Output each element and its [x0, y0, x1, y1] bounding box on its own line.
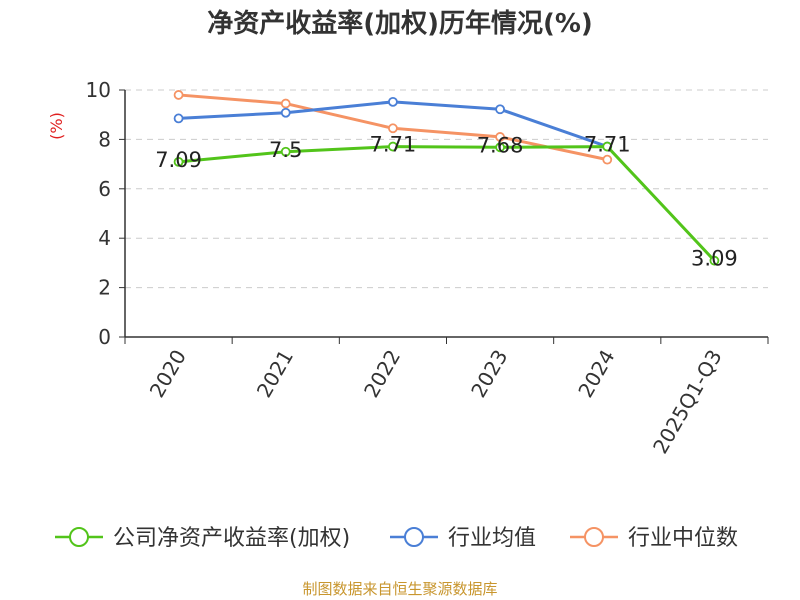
- point-s2-1: [280, 98, 291, 109]
- legend-label-2: 行业中位数: [628, 526, 738, 551]
- y-tick-label-1: 2: [98, 276, 111, 300]
- y-tick-label-0: 0: [98, 325, 111, 349]
- legend-label-1: 行业均值: [448, 526, 536, 551]
- point-s0-3: [495, 142, 505, 153]
- y-axis-label: (%): [47, 112, 66, 140]
- point-s0-2: [388, 141, 398, 152]
- legend-item-2[interactable]: 行业中位数: [570, 526, 738, 551]
- legend-marker-1: [404, 527, 424, 547]
- point-s1-2: [388, 96, 398, 107]
- point-s0-4: [602, 141, 613, 152]
- point-s2-2: [388, 123, 398, 134]
- legend[interactable]: 公司净资产收益率(加权) 行业均值 行业中位数: [55, 526, 738, 551]
- legend-item-0[interactable]: 公司净资产收益率(加权): [55, 526, 350, 551]
- point-s0-0: [173, 156, 184, 167]
- legend-marker-0: [69, 527, 89, 547]
- chart-title: 净资产收益率(加权)历年情况(%): [207, 8, 593, 39]
- point-s1-1: [280, 107, 291, 118]
- data-label-1: 7.5: [269, 138, 302, 162]
- data-label-2: 7.71: [370, 133, 417, 157]
- y-tick-label-2: 4: [98, 226, 111, 250]
- y-tick-label-4: 8: [98, 127, 111, 151]
- x-tick-label-0: 2020: [145, 346, 191, 402]
- data-label-4: 7.71: [584, 133, 631, 157]
- data-label-0: 7.09: [155, 148, 202, 172]
- point-s2-0: [173, 90, 184, 100]
- y-tick-label-5: 10: [86, 78, 111, 102]
- series-group: [173, 90, 720, 266]
- point-s2-4: [602, 154, 613, 165]
- data-labels: 7.09 7.5 7.71 7.68 7.71 3.09: [155, 133, 738, 271]
- y-tick-label-3: 6: [98, 177, 111, 201]
- legend-marker-2: [584, 527, 604, 547]
- axes: 0 2 4 6 8 10 2020 2021 2022 2023 2024 2025Q1-Q3: [86, 78, 769, 458]
- x-tick-label-4: 2024: [573, 346, 619, 402]
- legend-label-0: 公司净资产收益率(加权): [113, 526, 350, 551]
- series-line-0: [178, 145, 716, 262]
- point-s0-1: [280, 146, 291, 157]
- x-tick-label-3: 2023: [466, 346, 512, 402]
- data-label-3: 7.68: [477, 133, 524, 157]
- point-s2-3: [495, 132, 505, 142]
- x-tick-label-2: 2022: [359, 346, 405, 402]
- x-tick-label-5: 2025Q1-Q3: [648, 346, 727, 458]
- source-note: 制图数据来自恒生聚源数据库: [302, 580, 497, 598]
- point-s1-0: [173, 113, 184, 124]
- data-label-5: 3.09: [691, 247, 738, 271]
- gridlines: [125, 89, 768, 289]
- point-s1-3: [495, 104, 505, 115]
- legend-item-1[interactable]: 行业均值: [390, 526, 536, 551]
- x-tick-label-1: 2021: [252, 346, 298, 402]
- point-s0-5: [709, 255, 720, 266]
